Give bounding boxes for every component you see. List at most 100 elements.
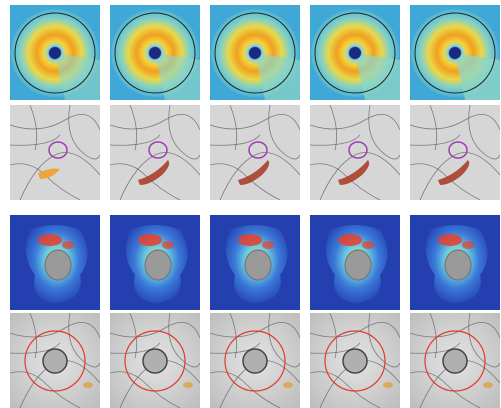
- vessel: [410, 371, 481, 408]
- vessel: [368, 105, 400, 160]
- vessel: [410, 134, 461, 146]
- vessel: [310, 163, 381, 200]
- hot-spot: [62, 241, 74, 249]
- defect-region: [38, 168, 60, 179]
- grid-circle: [114, 12, 196, 94]
- optic-disc: [344, 249, 372, 281]
- fovea-outline: [48, 141, 68, 159]
- fovea: [349, 47, 361, 59]
- optic-disc: [242, 348, 268, 374]
- vessel: [10, 342, 61, 354]
- fundus-background: [10, 105, 100, 200]
- vessel: [29, 105, 38, 151]
- vessel: [310, 371, 381, 408]
- thickness-map: [310, 5, 400, 100]
- fundus-background: [310, 105, 400, 200]
- vessel: [468, 105, 500, 160]
- onh-fundus: [310, 313, 400, 408]
- vessel: [468, 313, 500, 368]
- vessel: [10, 321, 100, 339]
- onh-heatmap: [210, 215, 300, 310]
- defect-region: [338, 160, 370, 185]
- defect-region: [438, 160, 470, 185]
- vessel: [110, 113, 200, 131]
- vessel: [210, 134, 261, 146]
- hot-spot: [138, 234, 162, 246]
- fundus-background: [110, 105, 200, 200]
- vessel: [68, 313, 100, 368]
- fovea: [49, 47, 61, 59]
- vessel: [419, 152, 500, 200]
- defect-spot: [83, 382, 93, 388]
- hot-spot: [162, 241, 174, 249]
- onh-heatmap: [310, 215, 400, 310]
- vessel: [129, 105, 138, 151]
- defect-spot: [383, 382, 393, 388]
- thin-sector: [155, 53, 200, 100]
- onh-heatmap: [10, 215, 100, 310]
- thickness-map: [210, 5, 300, 100]
- vessel: [229, 313, 238, 359]
- vessel: [410, 163, 481, 200]
- optic-disc: [442, 348, 468, 374]
- vessel: [129, 313, 138, 359]
- vessel: [429, 105, 438, 151]
- vessel: [68, 105, 100, 160]
- fundus-defect: [10, 105, 100, 200]
- hot-spot: [462, 241, 474, 249]
- hot-spot: [362, 241, 374, 249]
- vessel: [329, 313, 338, 359]
- vessel: [210, 163, 281, 200]
- vessel: [268, 105, 300, 160]
- vessel: [119, 152, 200, 200]
- vessel: [168, 105, 200, 160]
- vessel: [229, 105, 238, 151]
- fovea-outline: [148, 141, 168, 159]
- onh-fundus: [110, 313, 200, 408]
- hot-spot: [338, 234, 362, 246]
- scan-circle: [124, 330, 186, 392]
- vessel: [110, 321, 200, 339]
- vessel: [29, 313, 38, 359]
- onh-heatmap: [410, 215, 500, 310]
- vessel: [210, 113, 300, 131]
- defect-spot: [283, 382, 293, 388]
- onh-fundus: [10, 313, 100, 408]
- vessel: [429, 313, 438, 359]
- optic-disc: [42, 348, 68, 374]
- fundus-background: [410, 105, 500, 200]
- vessel: [410, 113, 500, 131]
- optic-disc: [44, 249, 72, 281]
- vessel: [319, 152, 400, 200]
- fovea: [249, 47, 261, 59]
- hot-spot: [438, 234, 462, 246]
- defect-region: [238, 160, 270, 185]
- vessel: [110, 371, 181, 408]
- optic-disc: [444, 249, 472, 281]
- thickness-map: [110, 5, 200, 100]
- grid-circle: [414, 12, 496, 94]
- scan-circle: [324, 330, 386, 392]
- vessel: [368, 313, 400, 368]
- vessel: [410, 321, 500, 339]
- grid-circle: [14, 12, 96, 94]
- scan-circle: [224, 330, 286, 392]
- fundus-defect: [110, 105, 200, 200]
- fundus-defect: [410, 105, 500, 200]
- fovea: [449, 47, 461, 59]
- scan-circle: [24, 330, 86, 392]
- fovea: [149, 47, 161, 59]
- grid-circle: [314, 12, 396, 94]
- thin-sector: [55, 53, 100, 100]
- vessel: [219, 152, 300, 200]
- vessel: [110, 163, 181, 200]
- vessel: [210, 342, 261, 354]
- thin-sector: [355, 53, 400, 100]
- vessel: [210, 321, 300, 339]
- vessel: [10, 134, 61, 146]
- defect-spot: [483, 382, 493, 388]
- defect-region: [138, 160, 170, 185]
- hot-spot: [262, 241, 274, 249]
- fundus-background: [210, 105, 300, 200]
